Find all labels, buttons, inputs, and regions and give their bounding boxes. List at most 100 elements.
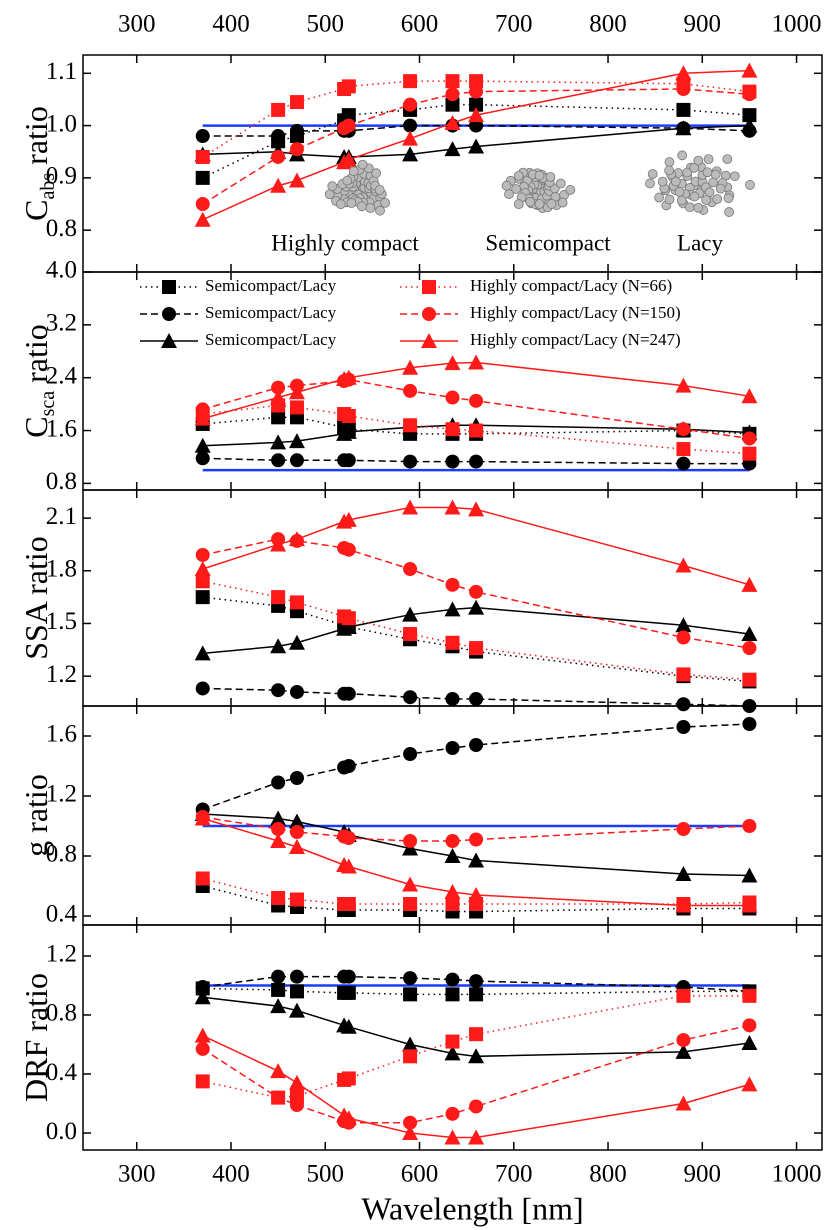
marker bbox=[675, 65, 692, 81]
marker bbox=[270, 536, 287, 552]
marker bbox=[340, 618, 357, 634]
series-line bbox=[202, 817, 750, 907]
marker bbox=[403, 562, 418, 577]
marker bbox=[288, 813, 305, 829]
x-tick-label: 300 bbox=[118, 11, 156, 38]
marker bbox=[403, 383, 418, 398]
x-tick-label: 500 bbox=[306, 1161, 344, 1188]
marker bbox=[195, 149, 210, 164]
marker bbox=[288, 172, 305, 188]
y-axis-label-main: C bbox=[18, 199, 54, 220]
legend-label: Highly compact/Lacy (N=150) bbox=[470, 303, 681, 322]
marker bbox=[403, 418, 418, 433]
marker bbox=[289, 95, 304, 110]
marker bbox=[289, 400, 304, 415]
legend-entry: Semicompact/Lacy bbox=[140, 330, 337, 349]
marker bbox=[289, 142, 304, 157]
aggregate-icon bbox=[501, 167, 576, 214]
marker bbox=[341, 686, 356, 701]
marker bbox=[469, 832, 484, 847]
marker bbox=[469, 987, 484, 1002]
series bbox=[194, 499, 758, 592]
marker bbox=[469, 97, 484, 112]
marker bbox=[288, 634, 305, 650]
marker bbox=[271, 891, 286, 905]
monomer bbox=[724, 207, 734, 217]
marker bbox=[402, 606, 419, 622]
monomer bbox=[545, 172, 556, 182]
marker bbox=[445, 897, 460, 911]
marker bbox=[194, 810, 211, 826]
legend-marker bbox=[421, 333, 437, 348]
marker bbox=[341, 409, 356, 424]
marker bbox=[194, 410, 211, 426]
marker bbox=[194, 989, 211, 1005]
marker bbox=[271, 380, 286, 395]
legend-entry: Semicompact/Lacy bbox=[140, 303, 337, 322]
y-axis-label: Cabs ratio bbox=[18, 106, 58, 221]
monomer bbox=[375, 205, 385, 216]
monomer bbox=[346, 198, 357, 208]
legend-entry: Highly compact/Lacy (N=247) bbox=[400, 330, 681, 349]
marker bbox=[469, 393, 484, 408]
series-line bbox=[202, 378, 750, 440]
series-line bbox=[202, 816, 750, 842]
marker bbox=[195, 547, 210, 562]
marker bbox=[271, 453, 286, 468]
series-line bbox=[202, 995, 750, 1099]
marker bbox=[469, 974, 484, 989]
legend-label: Semicompact/Lacy bbox=[205, 330, 337, 349]
y-tick-label: 0.9 bbox=[46, 163, 77, 190]
marker bbox=[676, 81, 691, 96]
marker bbox=[195, 402, 210, 417]
monomer bbox=[710, 169, 721, 180]
marker bbox=[195, 590, 210, 605]
marker bbox=[742, 1018, 757, 1033]
marker bbox=[270, 1063, 287, 1079]
marker bbox=[271, 410, 286, 425]
marker bbox=[741, 1076, 758, 1092]
y-tick-label: 1.5 bbox=[46, 608, 77, 635]
series bbox=[195, 717, 757, 817]
series bbox=[194, 989, 758, 1064]
monomer bbox=[722, 154, 733, 165]
marker bbox=[445, 454, 460, 469]
series-line bbox=[202, 606, 750, 655]
monomer bbox=[504, 189, 514, 199]
marker bbox=[469, 584, 484, 599]
marker bbox=[194, 645, 211, 661]
monomer bbox=[693, 155, 704, 166]
marker bbox=[676, 988, 691, 1003]
monomer bbox=[348, 166, 359, 177]
series-line bbox=[202, 885, 750, 913]
series-line bbox=[202, 813, 750, 877]
marker bbox=[195, 979, 210, 994]
annotation: Highly compact bbox=[271, 230, 419, 255]
marker bbox=[271, 969, 286, 984]
marker bbox=[445, 1034, 460, 1049]
marker bbox=[403, 97, 418, 112]
marker bbox=[675, 120, 692, 136]
legend-label: Highly compact/Lacy (N=247) bbox=[470, 330, 681, 349]
series-line bbox=[202, 1034, 750, 1139]
monomer bbox=[654, 192, 664, 203]
series bbox=[194, 62, 758, 227]
marker bbox=[341, 759, 356, 773]
series bbox=[194, 599, 758, 661]
legend-marker bbox=[162, 280, 176, 294]
marker bbox=[288, 433, 305, 449]
marker bbox=[675, 1043, 692, 1059]
monomer bbox=[677, 150, 688, 161]
marker bbox=[403, 897, 418, 911]
y-axis-label-main: DRF ratio bbox=[18, 973, 54, 1102]
marker bbox=[468, 501, 485, 517]
y-tick-label: 0.4 bbox=[46, 1059, 78, 1086]
marker bbox=[468, 852, 485, 868]
marker bbox=[403, 971, 418, 986]
monomer bbox=[534, 199, 545, 209]
x-tick-label: 400 bbox=[212, 11, 250, 38]
marker bbox=[445, 74, 460, 89]
marker bbox=[676, 422, 691, 437]
marker bbox=[469, 641, 484, 656]
marker bbox=[676, 630, 691, 645]
